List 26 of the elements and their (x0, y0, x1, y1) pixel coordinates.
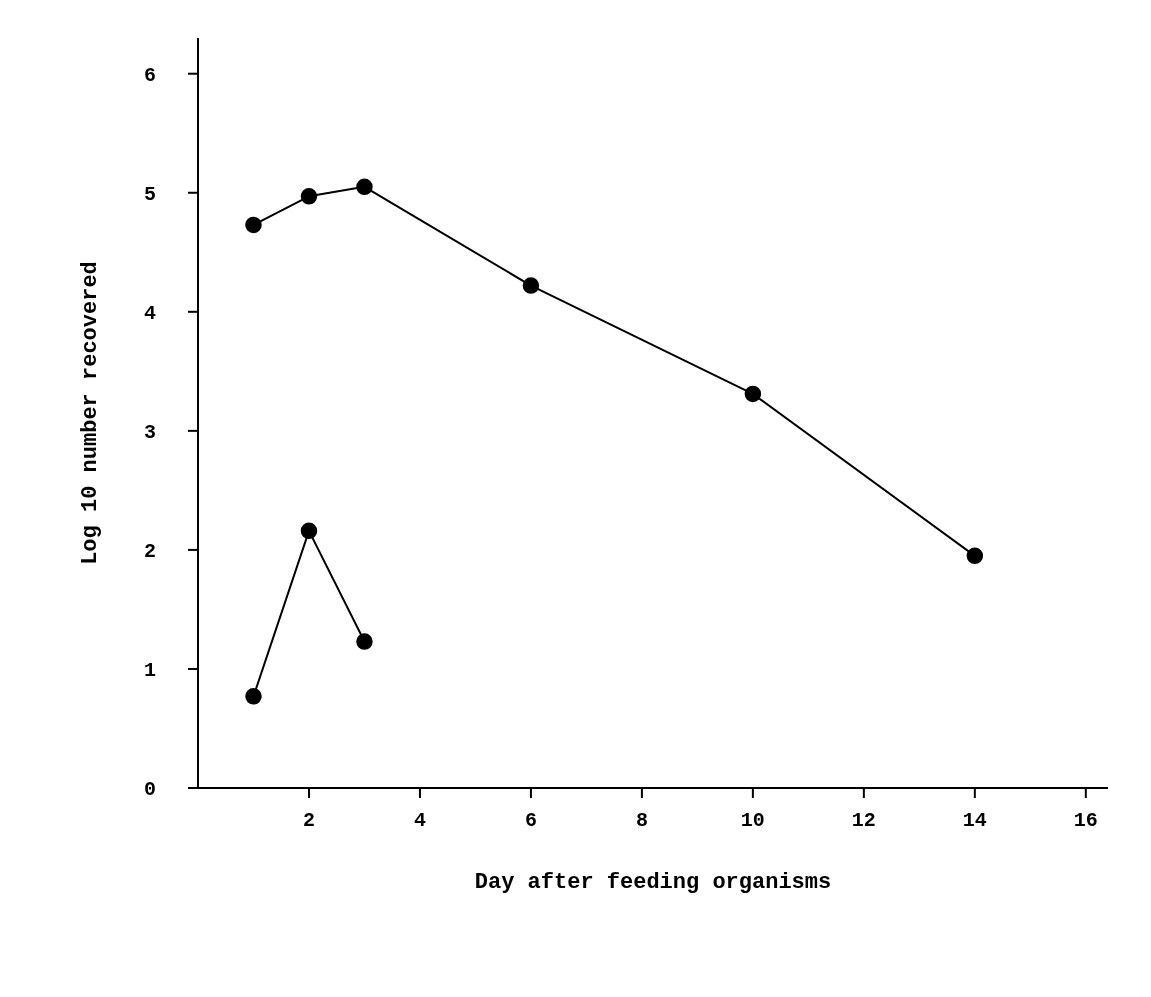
x-tick-label: 10 (740, 809, 765, 833)
y-tick-label: 6 (143, 63, 156, 87)
point (300, 522, 318, 540)
x-tick-label: 12 (851, 809, 876, 833)
y-tick-label: 2 (143, 540, 156, 563)
x-tick-label: 14 (962, 809, 987, 833)
x-tick-label: 8 (635, 809, 648, 833)
x-axis-title: Day after feeding organisms (474, 870, 832, 895)
x-tick-label: 6 (524, 809, 537, 833)
y-tick-label: 4 (143, 301, 156, 325)
y-tick-label: 5 (143, 182, 156, 206)
y-axis-title: Log 10 number recovered (77, 261, 103, 565)
point (356, 178, 373, 196)
point (245, 688, 262, 705)
y-tick-label: 0 (143, 778, 156, 802)
x-tick-label: 2 (302, 809, 315, 833)
point (356, 633, 373, 650)
y-tick-label: 1 (143, 659, 156, 683)
point (744, 385, 762, 403)
x-tick-label: 16 (1073, 809, 1098, 833)
point (300, 188, 318, 205)
point (245, 216, 262, 234)
point (966, 547, 984, 565)
point (522, 277, 540, 294)
x-tick-label: 4 (413, 809, 426, 833)
y-tick-label: 3 (143, 420, 156, 444)
